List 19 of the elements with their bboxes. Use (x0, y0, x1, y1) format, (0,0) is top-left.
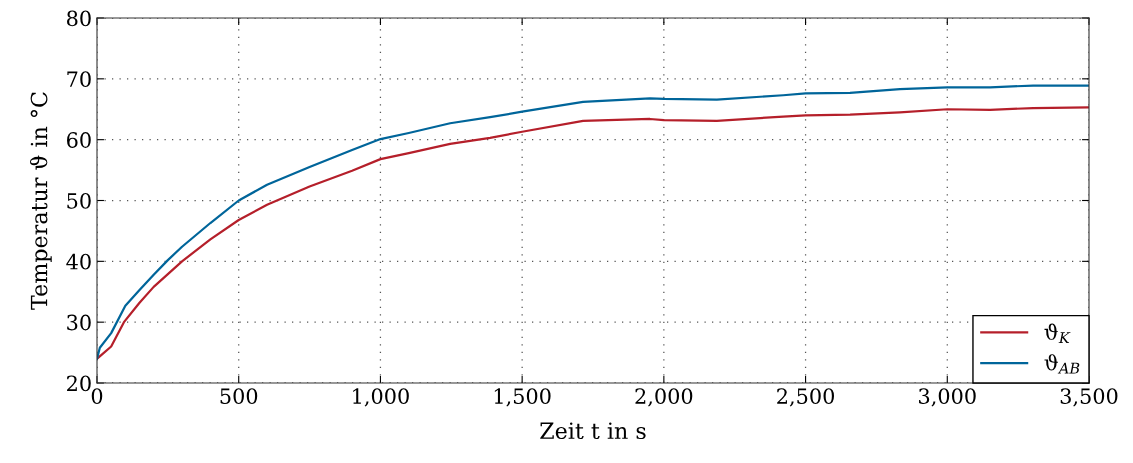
y-tick-label: 20 (67, 375, 91, 392)
x-tick-label: 3,000 (919, 388, 976, 407)
y-tick-label: 70 (67, 71, 91, 88)
y-tick-label: 80 (67, 10, 91, 27)
x-tick-label: 1,000 (353, 388, 409, 407)
y-tick-label: 50 (67, 192, 91, 209)
y-axis-title: Temperatur ϑ in °C (29, 92, 52, 310)
x-tick-label: 2,500 (777, 388, 835, 407)
legend-label: ϑ$_{K}$ (1044, 323, 1071, 343)
x-tick-label: 3,500 (1060, 388, 1118, 407)
x-axis-title: Zeit t in s (540, 422, 646, 440)
x-tick-label: 500 (220, 388, 258, 404)
x-tick-label: 0 (91, 388, 103, 404)
legend-label: ϑ$_{AB}$ (1044, 354, 1080, 374)
x-tick-label: 1,500 (494, 388, 551, 407)
y-tick-label: 30 (67, 314, 91, 331)
x-tick-label: 2,000 (635, 388, 693, 407)
y-tick-label: 60 (67, 132, 91, 148)
y-tick-label: 40 (66, 253, 91, 270)
